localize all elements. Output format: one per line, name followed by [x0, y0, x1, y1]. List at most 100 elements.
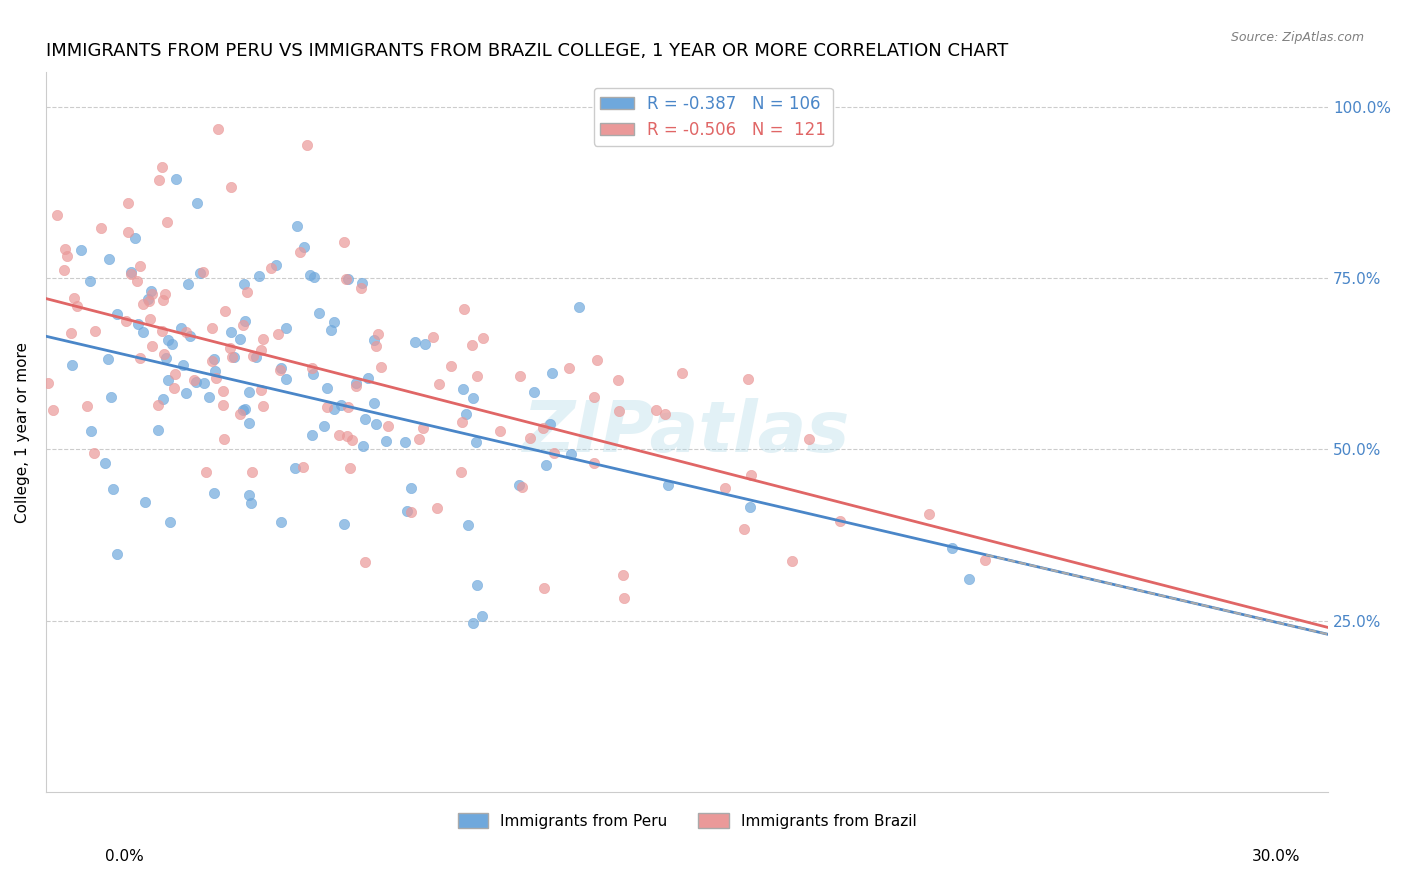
Point	[136, 292, 159, 306]
Point	[177, 277, 200, 292]
Point	[184, 375, 207, 389]
Point	[120, 267, 142, 281]
Point	[247, 268, 270, 283]
Point	[321, 323, 343, 337]
Point	[453, 301, 475, 316]
Point	[153, 346, 176, 360]
Point	[780, 554, 803, 568]
Text: Source: ZipAtlas.com: Source: ZipAtlas.com	[1230, 31, 1364, 45]
Point	[267, 327, 290, 342]
Point	[245, 350, 267, 364]
Point	[156, 373, 179, 387]
Point	[205, 371, 228, 385]
Point	[139, 284, 162, 298]
Point	[138, 293, 160, 308]
Point	[450, 466, 472, 480]
Point	[56, 249, 79, 263]
Point	[288, 245, 311, 260]
Legend: Immigrants from Peru, Immigrants from Brazil: Immigrants from Peru, Immigrants from Br…	[451, 806, 922, 835]
Point	[269, 363, 291, 377]
Point	[427, 376, 450, 391]
Point	[157, 333, 180, 347]
Point	[714, 481, 737, 495]
Point	[219, 180, 242, 194]
Point	[799, 432, 821, 446]
Point	[53, 243, 76, 257]
Point	[415, 337, 437, 351]
Point	[83, 446, 105, 460]
Point	[340, 434, 363, 448]
Point	[264, 258, 287, 272]
Point	[543, 446, 565, 460]
Point	[260, 261, 283, 276]
Point	[737, 372, 759, 386]
Point	[828, 514, 851, 528]
Point	[534, 458, 557, 473]
Point	[336, 428, 359, 442]
Text: IMMIGRANTS FROM PERU VS IMMIGRANTS FROM BRAZIL COLLEGE, 1 YEAR OR MORE CORRELATI: IMMIGRANTS FROM PERU VS IMMIGRANTS FROM …	[46, 42, 1008, 60]
Point	[188, 266, 211, 280]
Point	[194, 465, 217, 479]
Point	[235, 285, 257, 300]
Point	[508, 478, 530, 492]
Point	[540, 366, 562, 380]
Point	[918, 507, 941, 521]
Point	[354, 412, 377, 426]
Point	[375, 434, 398, 449]
Point	[510, 480, 533, 494]
Point	[464, 435, 486, 450]
Point	[316, 400, 339, 414]
Point	[422, 330, 444, 344]
Point	[152, 392, 174, 406]
Point	[233, 401, 256, 416]
Point	[472, 331, 495, 345]
Point	[90, 221, 112, 235]
Point	[174, 385, 197, 400]
Point	[239, 496, 262, 510]
Point	[250, 343, 273, 358]
Point	[412, 420, 434, 434]
Point	[204, 486, 226, 500]
Point	[197, 390, 219, 404]
Point	[42, 403, 65, 417]
Point	[155, 286, 177, 301]
Point	[339, 461, 361, 475]
Point	[152, 293, 174, 307]
Point	[60, 326, 83, 340]
Point	[657, 478, 679, 492]
Point	[129, 260, 152, 274]
Point	[586, 353, 609, 368]
Point	[221, 350, 243, 364]
Point	[316, 381, 339, 395]
Point	[186, 196, 208, 211]
Point	[238, 385, 260, 400]
Point	[583, 456, 606, 470]
Point	[583, 390, 606, 404]
Point	[276, 320, 298, 334]
Text: 0.0%: 0.0%	[105, 849, 145, 863]
Point	[451, 382, 474, 396]
Point	[97, 352, 120, 367]
Point	[440, 359, 463, 374]
Point	[323, 402, 346, 417]
Point	[426, 501, 449, 516]
Point	[450, 415, 472, 429]
Point	[232, 318, 254, 333]
Point	[183, 374, 205, 388]
Point	[232, 403, 254, 417]
Point	[297, 138, 319, 153]
Point	[66, 299, 89, 313]
Point	[457, 517, 479, 532]
Point	[350, 281, 373, 295]
Point	[240, 466, 263, 480]
Point	[337, 272, 360, 286]
Point	[302, 367, 325, 381]
Point	[370, 359, 392, 374]
Point	[156, 215, 179, 229]
Point	[233, 314, 256, 328]
Point	[285, 219, 308, 233]
Point	[284, 461, 307, 475]
Point	[333, 235, 356, 249]
Point	[612, 568, 634, 582]
Point	[80, 424, 103, 438]
